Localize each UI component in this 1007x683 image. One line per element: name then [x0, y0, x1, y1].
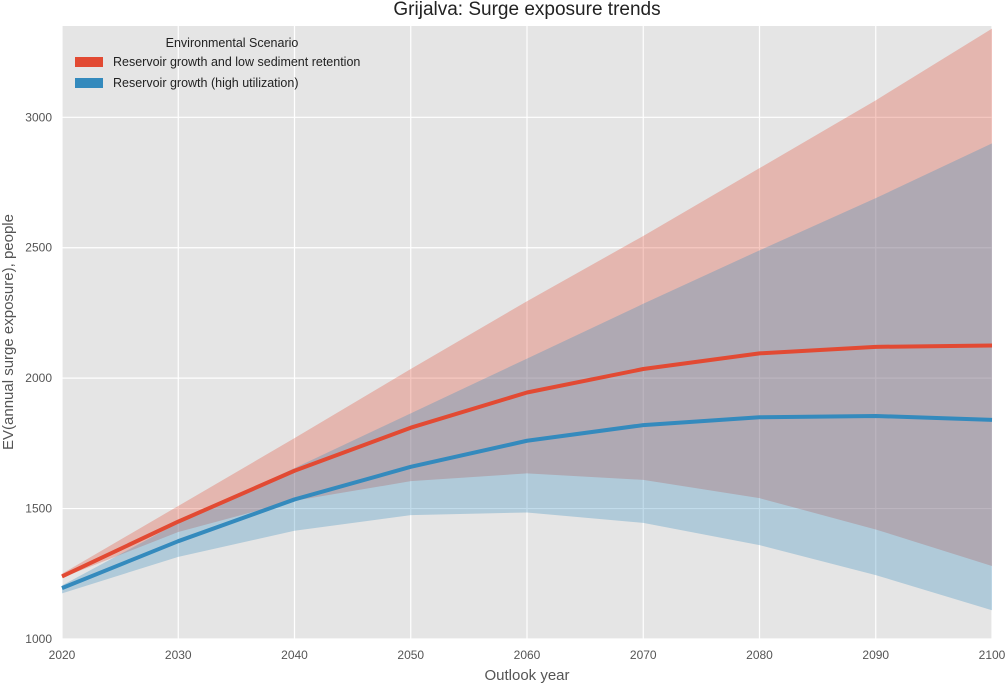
x-tick-label: 2090: [862, 648, 889, 662]
x-tick-label: 2100: [979, 648, 1006, 662]
confidence-bands: [62, 28, 992, 611]
x-tick-label: 2020: [49, 648, 76, 662]
legend-swatch-1: [75, 57, 103, 67]
x-tick-label: 2040: [281, 648, 308, 662]
legend: Environmental Scenario Reservoir growth …: [75, 36, 360, 90]
x-axis-ticks: 2020 2030 2040 2050 2060 2070 2080 2090 2100: [49, 648, 1006, 662]
y-axis-label: EV(annual surge exposure), people: [0, 214, 17, 450]
confidence-band-2: [62, 143, 992, 611]
series-line-2: [61, 413, 993, 590]
y-tick-label: 2500: [25, 241, 52, 255]
legend-entry-2: Reservoir growth (high utilization): [113, 76, 299, 90]
series-line-1: [61, 343, 993, 579]
grid: [61, 26, 993, 640]
y-axis-ticks: 1000 1500 2000 2500 3000: [25, 110, 52, 646]
legend-swatch-2: [75, 78, 103, 88]
x-tick-label: 2050: [397, 648, 424, 662]
y-tick-label: 1500: [25, 502, 52, 516]
confidence-band-1: [62, 28, 992, 578]
legend-entry-1: Reservoir growth and low sediment retent…: [113, 55, 360, 69]
x-tick-label: 2060: [514, 648, 541, 662]
x-tick-label: 2030: [165, 648, 192, 662]
y-tick-label: 2000: [25, 371, 52, 385]
y-tick-label: 3000: [25, 110, 52, 124]
legend-title: Environmental Scenario: [166, 36, 299, 50]
chart-title: Grijalva: Surge exposure trends: [393, 0, 660, 20]
x-tick-label: 2070: [630, 648, 657, 662]
series-lines: [61, 343, 993, 590]
x-axis-label: Outlook year: [484, 667, 569, 683]
x-tick-label: 2080: [746, 648, 773, 662]
y-tick-label: 1000: [25, 632, 52, 646]
